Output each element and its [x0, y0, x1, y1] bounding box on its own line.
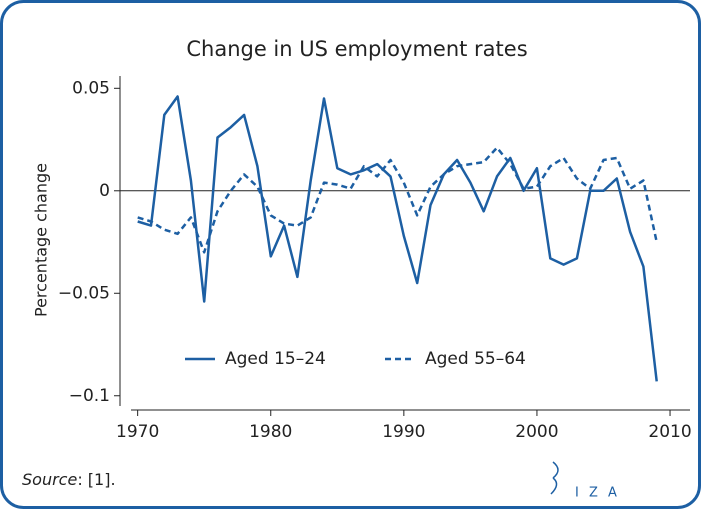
source: Source: [1]. — [22, 470, 116, 489]
y-axis-label: Percentage change — [32, 163, 51, 317]
x-tick-label: 2010 — [648, 422, 691, 442]
x-tick-label: 1980 — [249, 422, 292, 442]
y-tick-label: −0.1 — [69, 386, 110, 406]
legend-label: Aged 55–64 — [425, 349, 526, 369]
series-line — [137, 146, 658, 254]
logo-mark — [550, 461, 559, 495]
source-text: : [1]. — [77, 470, 115, 489]
source-label: Source — [22, 470, 77, 489]
x-tick-label: 2000 — [515, 422, 558, 442]
y-tick-label: 0.05 — [72, 78, 110, 98]
series-line — [137, 95, 658, 382]
chart-title: Change in US employment rates — [186, 37, 527, 61]
x-tick-label: 1970 — [116, 422, 159, 442]
x-tick-label: 1990 — [382, 422, 425, 442]
y-tick-label: −0.05 — [58, 283, 110, 303]
logo: I Z A — [575, 486, 620, 501]
y-tick-label: 0 — [99, 181, 110, 201]
legend-label: Aged 15–24 — [225, 349, 326, 369]
